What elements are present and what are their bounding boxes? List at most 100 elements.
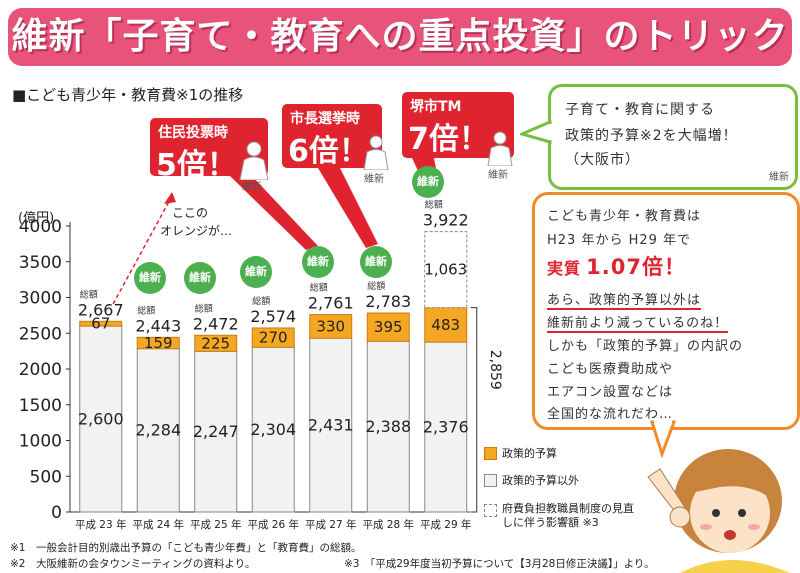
speech-bubble-main: こども青少年・教育費は H23 年から H29 年で 実質 1.07倍！ あら、… [532, 192, 800, 430]
bar-policy-label: 330 [316, 317, 345, 335]
person-icon [239, 141, 269, 180]
person-icon [487, 131, 513, 166]
bubble-line: 全国的な流れだわ… [547, 407, 674, 422]
bar-nonpolicy [194, 350, 238, 513]
y-tick-label: 3000 [19, 289, 62, 309]
x-tick-label: 平成 29 年 [420, 518, 472, 531]
bar-policy-label: 270 [259, 329, 288, 347]
bar-nonpolicy-label: 2,376 [423, 417, 469, 436]
bar-impact-label: 1,063 [424, 261, 467, 279]
bar-nonpolicy-label: 2,247 [193, 422, 239, 441]
bar-policy [251, 327, 295, 348]
x-tick-label: 平成 28 年 [362, 518, 414, 531]
person-icon [363, 135, 389, 170]
callout-referendum: 住民投票時 5倍！ [150, 118, 268, 183]
bar-impact [424, 231, 468, 309]
bubble-line-wrap: 維新前より減っているのね！ [547, 312, 729, 333]
footnote-3: ※3 「平成29年度当初予算について【3月28日修正決議】」より。 [344, 558, 655, 570]
bar-policy-label: 225 [201, 334, 230, 352]
y-tick-label: 1500 [19, 396, 62, 416]
bar-policy [366, 312, 410, 342]
bar-policy [79, 320, 123, 327]
bar-nonpolicy-label: 2,304 [250, 420, 296, 439]
bracket-value: 2,859 [487, 350, 503, 390]
y-tick-label: 2500 [19, 324, 62, 344]
speech-bubble-ishin: 子育て・教育に関する 政策的予算※2を大幅増！ （大阪市） 維新 [548, 84, 798, 190]
legend-swatch-impact [484, 504, 497, 517]
bar-nonpolicy [424, 341, 468, 513]
total-value: 2,472 [193, 314, 239, 333]
total-value: 2,574 [250, 307, 296, 326]
ishin-badge: 維新 [240, 256, 272, 288]
x-tick-label: 平成 23 年 [75, 518, 127, 531]
x-tick-label: 平成 27 年 [305, 518, 357, 531]
y-tick-label: 1000 [19, 432, 62, 452]
bar-nonpolicy-label: 2,388 [365, 417, 411, 436]
bar-policy [424, 307, 468, 343]
ishin-tag: 維新 [488, 170, 508, 181]
ishin-badge: 維新 [302, 246, 334, 278]
ishin-tag: 維新 [242, 182, 262, 193]
bubble-line: こども青少年・教育費は [547, 209, 702, 224]
bubble-line: 子育て・教育に関する [565, 102, 715, 118]
bubble-line-wrap: あら、政策的予算以外は [547, 289, 702, 310]
bracket-line [470, 307, 478, 513]
title-banner: 維新「子育て・教育への重点投資」のトリック [8, 8, 792, 66]
y-tick-label: 4000 [19, 217, 62, 237]
callout-mayoral-election: 市長選挙時 6倍！ [282, 104, 382, 169]
callout-label: 住民投票時 [158, 125, 228, 141]
total-value: 2,443 [135, 316, 181, 335]
bubble-line: こども医療費助成や [547, 362, 674, 377]
bar-policy [309, 314, 353, 339]
legend-swatch-policy [484, 447, 497, 460]
x-tick-label: 平成 24 年 [132, 518, 184, 531]
bubble-line: 維新前より減っているのね！ [547, 316, 729, 333]
legend-swatch-nonpolicy [484, 474, 497, 487]
legend-label-impact: 府費負担教職員制度の見直しに伴う影響額 ※3 [502, 502, 634, 529]
footnote-1: ※1 一般会計目的別歳出予算の「こども青少年費」と「教育費」の総額。 [10, 542, 362, 554]
total-caption: 総額 [310, 282, 328, 294]
bar-nonpolicy [136, 348, 180, 513]
callout-value: 7倍！ [408, 122, 489, 157]
bubble-line: しかも「政策的予算」の内訳の [547, 339, 744, 354]
total-caption: 総額 [367, 280, 385, 292]
bar-policy-label: 483 [431, 316, 460, 334]
note-line-2: オレンジが… [160, 224, 233, 238]
callout-label: 堺市TM [410, 99, 462, 115]
y-tick-label: 0 [51, 503, 62, 523]
bar-policy-label: 67 [91, 315, 110, 333]
callout-label: 市長選挙時 [290, 111, 360, 127]
y-tick-label: 2000 [19, 360, 62, 380]
bubble-line: （大阪市） [565, 152, 640, 168]
total-value: 2,783 [365, 292, 411, 311]
bubble-line: あら、政策的予算以外は [547, 293, 702, 310]
x-tick-label: 平成 26 年 [247, 518, 299, 531]
bubble-line: エアコン設置などは [547, 385, 674, 400]
note-line-1: ここの [172, 206, 209, 220]
total-value: 2,667 [78, 300, 124, 319]
bubble-real-label: 実質 [547, 259, 582, 278]
total-value: 3,922 [423, 211, 469, 230]
ishin-badge: 維新 [184, 262, 216, 294]
bar-policy [194, 334, 238, 352]
woman-illustration-icon [647, 449, 790, 573]
bubble-line: H23 年から H29 年で [547, 233, 692, 248]
bubble-real-value: 1.07倍！ [586, 255, 686, 279]
y-tick-label: 500 [30, 467, 62, 487]
callout-value: 5倍！ [156, 148, 237, 183]
footnote-2: ※2 大阪維新の会タウンミーティングの資料より。 [10, 558, 256, 570]
bubble-line-highlight: 実質 1.07倍！ [547, 251, 686, 281]
bubble-tail-main [650, 420, 677, 459]
total-caption: 総額 [252, 295, 270, 307]
ishin-badge: 維新 [412, 166, 444, 198]
legend-label-nonpolicy: 政策的予算以外 [502, 474, 579, 487]
banner-title: 維新「子育て・教育への重点投資」のトリック [11, 16, 789, 57]
bar-nonpolicy-label: 2,600 [78, 409, 124, 428]
total-caption: 総額 [137, 304, 155, 316]
total-caption: 総額 [425, 199, 443, 211]
callout-sakai-tm: 堺市TM 7倍！ [402, 92, 514, 158]
bar-nonpolicy [251, 346, 295, 513]
bar-policy-label: 395 [374, 318, 403, 336]
total-caption: 総額 [80, 288, 98, 300]
ishin-tag: 維新 [364, 174, 384, 185]
